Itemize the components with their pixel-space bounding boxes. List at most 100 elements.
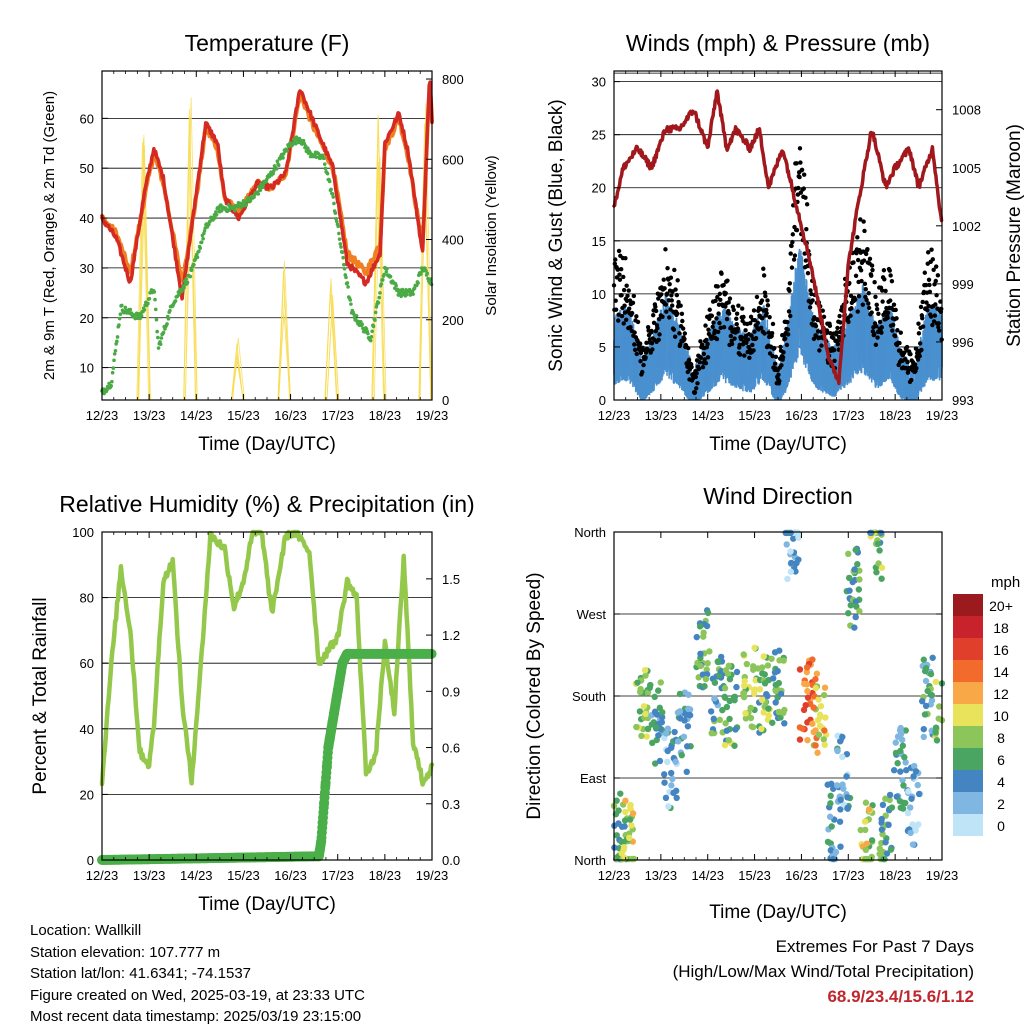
wind-direction-point	[882, 839, 889, 846]
gust-point	[621, 321, 626, 326]
wind-direction-point	[706, 648, 713, 655]
dewpoint-point	[388, 274, 393, 279]
temp-x-tick-label: 17/23	[321, 408, 354, 423]
gust-point	[887, 268, 893, 273]
wind-direction-point	[845, 550, 852, 558]
wind-direction-point	[702, 675, 710, 683]
gust-point	[686, 357, 692, 363]
gust-point	[719, 271, 724, 276]
gust-point	[616, 312, 621, 317]
gust-point	[674, 292, 680, 298]
wind-direction-point	[725, 736, 732, 744]
wind-direction-point	[659, 709, 666, 716]
gust-point	[663, 302, 669, 307]
wind-direction-point	[759, 670, 766, 677]
gust-point	[783, 336, 788, 341]
2m-temperature-line	[100, 80, 434, 301]
dewpoint-point	[142, 308, 147, 312]
gust-point	[866, 291, 871, 296]
wind-direction-point	[633, 723, 640, 731]
gust-point	[920, 315, 925, 321]
gust-point	[928, 314, 934, 319]
gust-point	[665, 265, 670, 271]
dewpoint-point	[314, 155, 319, 159]
wind-direction-point	[837, 843, 844, 850]
wind-direction-point	[802, 701, 809, 709]
wind-direction-point	[664, 758, 671, 766]
dir-legend-label: 16	[993, 642, 1009, 658]
gust-point	[924, 300, 929, 305]
wind-direction-point	[810, 704, 817, 711]
gust-point	[753, 335, 759, 341]
wind-direction-point	[809, 720, 816, 727]
gust-point	[772, 345, 777, 351]
wind-direction-point	[911, 762, 918, 770]
gust-point	[888, 298, 893, 303]
dir-legend-swatch	[953, 682, 983, 704]
dewpoint-point	[113, 348, 118, 353]
dewpoint-point	[152, 290, 157, 294]
gust-point	[706, 327, 711, 332]
wind-direction-point	[777, 714, 784, 721]
gust-point	[862, 281, 868, 287]
gust-point	[682, 336, 687, 342]
gust-point	[863, 251, 869, 257]
gust-point	[917, 353, 922, 359]
wind-direction-point	[927, 670, 935, 678]
gust-point	[801, 186, 806, 191]
wind-direction-point	[653, 711, 661, 718]
temp-x-axis-label: Time (Day/UTC)	[198, 434, 336, 455]
temp-x-tick-label: 15/23	[227, 408, 260, 423]
wind-direction-point	[723, 727, 730, 734]
wind-direction-point	[875, 560, 882, 567]
wind-direction-point	[837, 796, 844, 804]
wind-direction-point	[912, 768, 920, 775]
rh-right-tick-label: 1.2	[442, 628, 460, 643]
gust-point	[717, 291, 723, 297]
gust-point	[698, 339, 703, 344]
gust-point	[723, 304, 728, 309]
dewpoint-point	[281, 156, 285, 160]
gust-point	[675, 278, 680, 283]
gust-point	[805, 270, 811, 276]
dir-legend-title: mph	[991, 574, 1020, 591]
gust-point	[864, 297, 869, 303]
wind-direction-point	[873, 569, 880, 576]
temp-left-tick-label: 20	[80, 311, 94, 326]
temp-x-tick-label: 12/23	[86, 408, 119, 423]
gust-point	[624, 317, 629, 323]
gust-point	[873, 294, 878, 300]
dewpoint-point	[322, 162, 327, 166]
rh-x-tick-label: 14/23	[180, 868, 213, 883]
wind-direction-point	[676, 690, 684, 698]
dir-legend-swatch	[953, 726, 983, 748]
rh-x-axis-label: Time (Day/UTC)	[198, 894, 336, 915]
gust-point	[858, 217, 863, 222]
dewpoint-point	[110, 370, 115, 375]
gust-point	[790, 239, 795, 245]
gust-point	[855, 257, 861, 263]
gust-point	[649, 328, 654, 334]
wind-direction-point	[783, 541, 790, 548]
wind-direction-point	[834, 747, 841, 754]
gust-point	[933, 264, 939, 269]
gust-point	[669, 303, 675, 308]
dewpoint-point	[411, 292, 415, 296]
wind-direction-point	[905, 788, 912, 795]
dewpoint-point	[349, 302, 353, 306]
wind-right-tick-label: 1008	[952, 103, 981, 118]
dewpoint-point	[332, 201, 336, 206]
wind-x-axis-label: Time (Day/UTC)	[709, 434, 847, 455]
gust-point	[926, 303, 931, 308]
wind-direction-point	[820, 736, 827, 743]
wind-direction-point	[696, 623, 704, 630]
gust-point	[918, 304, 924, 310]
temp-y2-axis-label: Solar Insolation (Yellow)	[483, 155, 500, 315]
wind-title: Winds (mph) & Pressure (mb)	[626, 30, 930, 56]
gust-point	[915, 357, 921, 362]
dewpoint-point	[153, 297, 157, 302]
dewpoint-point	[275, 159, 280, 164]
wind-direction-point	[853, 603, 860, 610]
wind-direction-point	[701, 683, 708, 690]
wind-direction-point	[803, 664, 811, 671]
